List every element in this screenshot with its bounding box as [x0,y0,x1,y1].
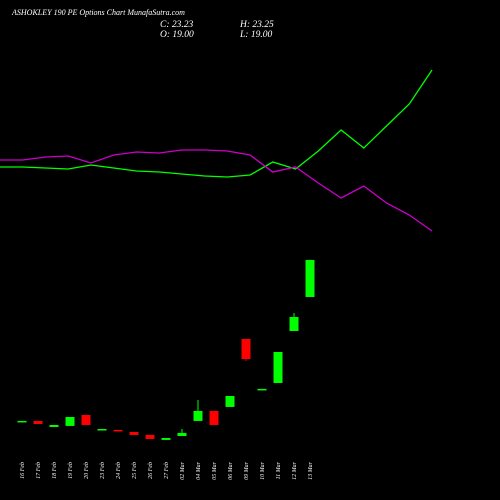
ohlc-high: H: 23.25 [239,20,274,30]
x-tick-label: 27 Feb [164,462,170,479]
candle-body [129,431,139,435]
x-tick-label: 06 Mar [228,461,234,479]
candle-body [33,420,43,425]
candle-body [177,432,187,436]
x-tick-label: 20 Feb [84,462,90,479]
x-tick-label: 12 Mar [292,461,298,479]
candle-body [49,424,59,427]
x-tick-label: 24 Feb [115,462,122,479]
indicator-line [0,149,433,232]
x-tick-label: 23 Feb [100,462,106,479]
candle-body [273,352,283,383]
ohlc-close: C: 23.23 [160,20,194,30]
candle-body [17,420,27,423]
candle-body [65,417,75,426]
x-tick-label: 05 Mar [212,461,218,479]
x-tick-label: 26 Feb [148,462,154,479]
candle-body [241,338,251,360]
indicator-line [0,69,433,178]
x-tick-label: 10 Mar [260,461,266,479]
candle-body [209,410,219,425]
x-tick-label: 04 Mar [195,461,202,479]
x-tick-label: 09 Mar [244,461,250,479]
ohlc-open: O: 19.00 [160,30,194,40]
x-tick-label: 11 Mar [276,461,282,479]
candle-body [97,428,107,431]
candle-body [145,434,155,439]
chart-title: ASHOKLEY 190 PE Options Chart MunafaSutr… [11,8,185,17]
x-tick-label: 18 Feb [52,462,58,479]
x-tick-label: 19 Feb [68,462,74,479]
candle-body [305,259,315,297]
candle-body [225,396,235,407]
candle-body [113,429,123,432]
x-tick-label: 13 Mar [308,461,314,479]
candle-body [81,414,91,425]
candle-body [161,438,171,440]
x-tick-label: 25 Feb [132,462,138,479]
x-tick-label: 16 Feb [20,462,26,479]
candle-body [193,410,203,421]
candle-body [289,317,299,332]
x-tick-label: 17 Feb [36,462,42,479]
candle-body [257,388,267,391]
ohlc-low: L: 19.00 [239,30,272,40]
x-tick-label: 02 Mar [180,461,186,479]
